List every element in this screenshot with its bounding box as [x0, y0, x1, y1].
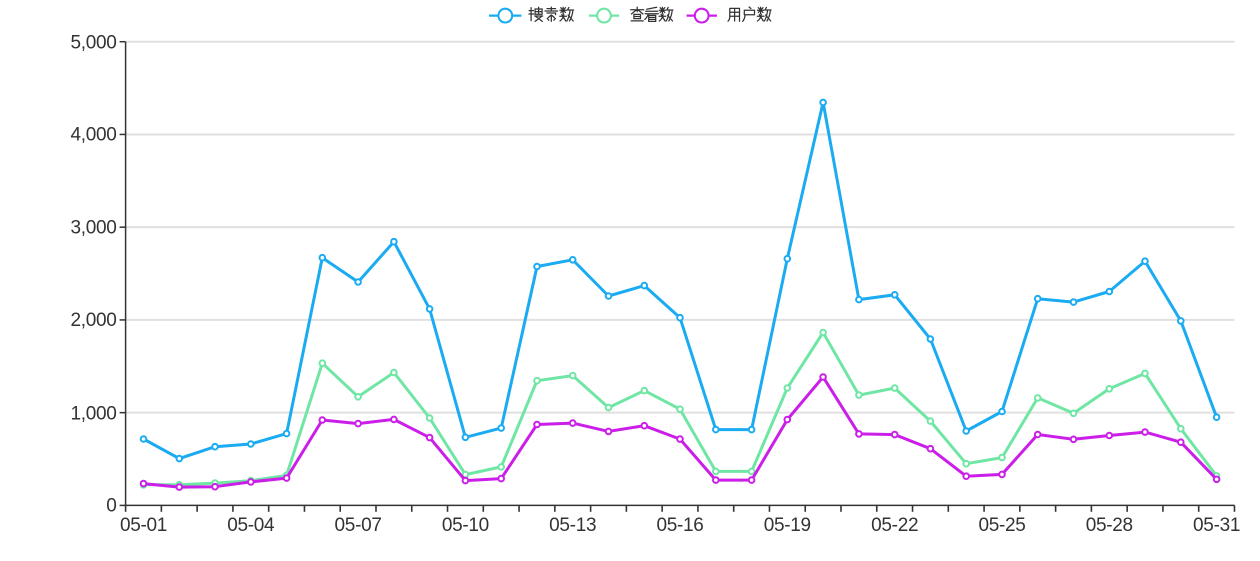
svg-text:05-16: 05-16	[656, 515, 703, 536]
svg-text:3,000: 3,000	[70, 217, 116, 238]
svg-text:05-07: 05-07	[335, 515, 382, 536]
svg-text:05-22: 05-22	[871, 515, 918, 536]
svg-text:2,000: 2,000	[70, 310, 116, 331]
svg-text:05-28: 05-28	[1086, 515, 1133, 536]
svg-text:4,000: 4,000	[70, 125, 116, 146]
svg-text:5,000: 5,000	[70, 32, 116, 53]
svg-text:05-10: 05-10	[442, 515, 489, 536]
svg-text:05-31: 05-31	[1193, 515, 1240, 536]
svg-text:05-13: 05-13	[549, 515, 596, 536]
svg-text:0: 0	[106, 496, 116, 517]
svg-text:05-01: 05-01	[120, 515, 167, 536]
svg-text:05-25: 05-25	[978, 515, 1025, 536]
svg-text:1,000: 1,000	[70, 403, 116, 424]
svg-text:05-19: 05-19	[764, 515, 811, 536]
svg-text:05-04: 05-04	[227, 515, 275, 536]
